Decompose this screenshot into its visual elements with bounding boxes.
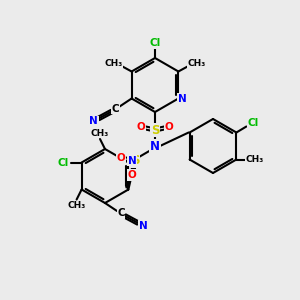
Text: CH₃: CH₃ (68, 201, 86, 210)
Text: O: O (117, 153, 125, 163)
Text: S: S (131, 154, 139, 167)
Text: S: S (151, 124, 159, 136)
Text: O: O (165, 122, 173, 132)
Text: Cl: Cl (248, 118, 259, 128)
Text: CH₃: CH₃ (245, 155, 263, 164)
Text: O: O (136, 122, 146, 132)
Text: N: N (178, 94, 187, 103)
Text: Cl: Cl (58, 158, 69, 167)
Text: N: N (89, 116, 98, 127)
Text: Cl: Cl (149, 38, 161, 48)
Text: N: N (150, 140, 160, 152)
Text: N: N (139, 221, 147, 231)
Text: N: N (128, 155, 137, 166)
Text: O: O (128, 170, 136, 180)
Text: CH₃: CH₃ (104, 59, 123, 68)
Text: CH₃: CH₃ (187, 59, 206, 68)
Text: CH₃: CH₃ (91, 128, 109, 137)
Text: C: C (112, 103, 119, 113)
Text: C: C (117, 208, 125, 218)
